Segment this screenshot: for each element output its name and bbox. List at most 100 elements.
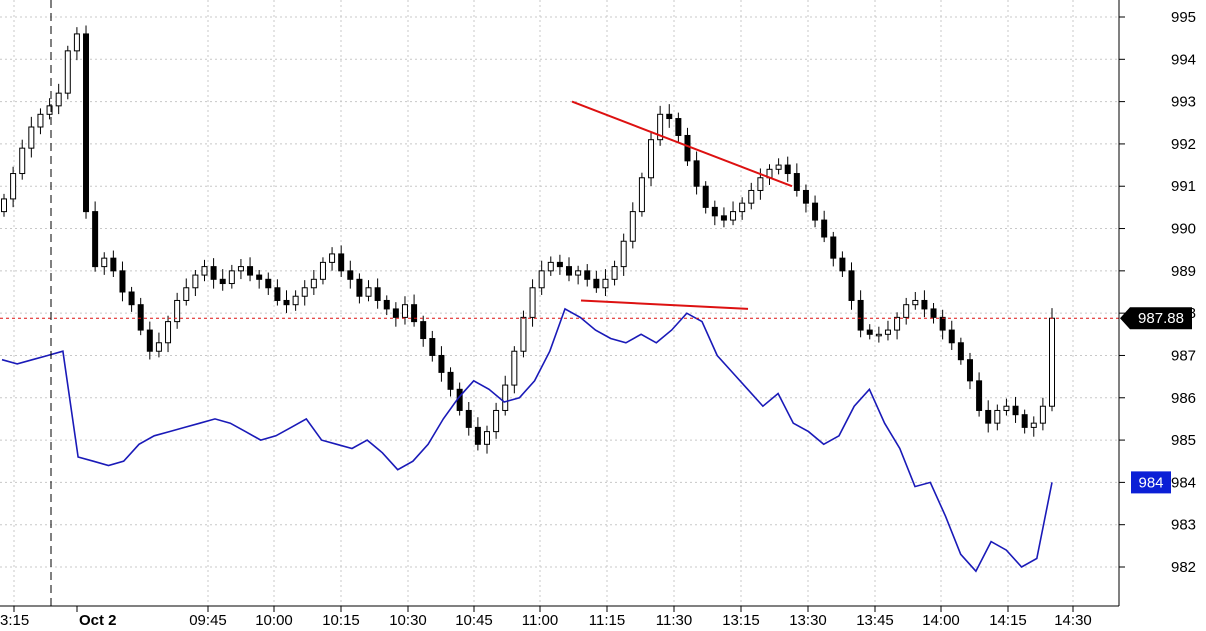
candle-body xyxy=(675,118,682,136)
candle-body xyxy=(55,92,62,107)
x-tick-label: 10:30 xyxy=(389,612,427,629)
candle-body xyxy=(903,304,910,318)
candle-body xyxy=(784,164,791,175)
candle-body xyxy=(520,316,527,352)
candle-body xyxy=(702,185,709,208)
candle-body xyxy=(310,278,317,289)
y-tick-label: 994 xyxy=(1171,51,1196,68)
candle-body xyxy=(465,409,472,428)
candle-body xyxy=(912,299,919,306)
candle-body xyxy=(930,308,937,318)
x-tick-label: 10:15 xyxy=(322,612,360,629)
candle-body xyxy=(529,287,536,318)
y-tick-label: 985 xyxy=(1171,432,1196,449)
candle-body xyxy=(730,211,737,221)
candle-body xyxy=(374,287,381,301)
candle-body xyxy=(857,299,864,331)
x-tick-label: 11:30 xyxy=(656,612,692,629)
candle-body xyxy=(73,33,80,52)
candle-body xyxy=(976,380,983,411)
candle-body xyxy=(411,304,418,323)
candle-body xyxy=(146,329,153,352)
candle-body xyxy=(28,126,35,149)
candle-body xyxy=(265,278,272,289)
candle-body xyxy=(319,261,326,280)
candle-body xyxy=(629,211,636,242)
candle-body xyxy=(994,409,1001,424)
candle-body xyxy=(1049,317,1055,407)
y-tick-label: 989 xyxy=(1171,263,1196,280)
candle-body xyxy=(575,270,582,276)
x-tick-label: 13:15 xyxy=(722,612,760,629)
candle-body xyxy=(174,299,181,323)
candle-body xyxy=(830,236,837,259)
candle-body xyxy=(985,409,992,424)
candle-body xyxy=(83,33,90,213)
x-tick-label: 11:15 xyxy=(589,612,625,629)
candle-body xyxy=(64,50,71,94)
candle-body xyxy=(483,431,490,445)
candle-body xyxy=(894,316,901,331)
candle-body xyxy=(711,206,718,217)
candle-body xyxy=(884,329,891,335)
x-tick-label: 10:00 xyxy=(255,612,293,629)
candle-body xyxy=(429,338,436,356)
y-tick-label: 993 xyxy=(1171,94,1196,111)
candle-body xyxy=(237,266,244,272)
candle-body xyxy=(219,278,226,285)
x-tick-label: 3:15 xyxy=(0,612,29,629)
candle-body xyxy=(201,266,208,276)
candle-body xyxy=(183,287,190,301)
candle-body xyxy=(757,177,764,191)
candle-body xyxy=(192,274,199,289)
x-axis-ticks: 3:15 Oct 2 09:45 10:00 10:15 10:30 10:45 11:00 1… xyxy=(0,606,1092,629)
x-tick-label: 14:00 xyxy=(922,612,960,629)
candle-body xyxy=(693,160,700,187)
candle-body xyxy=(566,266,573,276)
candle-body xyxy=(921,299,928,310)
candle-body xyxy=(110,257,117,272)
candle-body xyxy=(611,266,618,280)
candle-body xyxy=(447,371,454,390)
y-tick-label: 986 xyxy=(1171,390,1196,407)
candle-body xyxy=(274,287,281,301)
candle-body xyxy=(657,113,664,141)
y-tick-label: 992 xyxy=(1171,136,1196,153)
candle-body xyxy=(228,270,235,285)
candle-body xyxy=(593,278,600,289)
candle-body xyxy=(939,316,946,331)
current-price-label: 987.88 xyxy=(1138,310,1184,327)
x-tick-label: 11:00 xyxy=(522,612,558,629)
candle-body xyxy=(584,270,591,280)
candle-body xyxy=(802,189,809,204)
candle-body xyxy=(666,113,673,120)
overlay-series-line xyxy=(1,307,1053,573)
candle-body xyxy=(301,287,308,297)
candle-body xyxy=(10,173,17,200)
candle-body xyxy=(1003,405,1010,411)
candle-body xyxy=(256,274,263,280)
trend-line xyxy=(580,299,749,310)
candle-body xyxy=(420,321,427,340)
candle-body xyxy=(392,308,399,318)
x-tick-label: 13:30 xyxy=(789,612,827,629)
candle-body xyxy=(356,278,363,297)
candle-body xyxy=(720,215,727,221)
candle-body xyxy=(128,291,135,306)
candle-body xyxy=(474,426,481,445)
candle-body xyxy=(966,359,973,382)
candle-body xyxy=(46,105,53,115)
secondary-price-tag: 984 xyxy=(1131,471,1171,494)
x-tick-label: 09:45 xyxy=(189,612,227,629)
grid xyxy=(0,0,1119,606)
candle-body xyxy=(812,202,819,221)
candle-body xyxy=(957,342,964,361)
candle-body xyxy=(292,295,299,306)
candle-body xyxy=(511,350,518,386)
candle-body xyxy=(283,299,290,306)
y-tick-label: 987 xyxy=(1171,347,1196,364)
candle-body xyxy=(1012,405,1019,416)
candle-body xyxy=(383,299,390,310)
